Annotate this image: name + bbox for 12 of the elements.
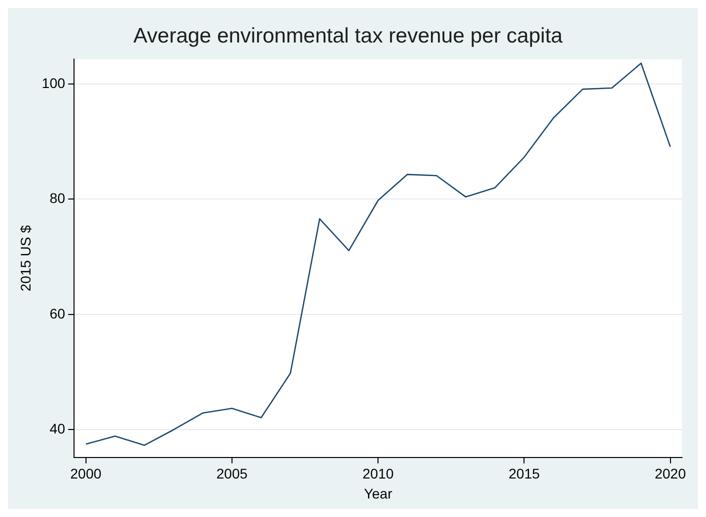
x-tick-label: 2005 <box>216 466 248 482</box>
x-tick-label: 2015 <box>508 466 540 482</box>
x-axis-title: Year <box>364 485 393 502</box>
y-tick-label: 80 <box>50 190 66 206</box>
y-tick-label: 40 <box>50 420 66 437</box>
y-axis-title: 2015 US $ <box>17 225 34 292</box>
x-tick-label: 2000 <box>70 466 102 482</box>
x-tick-label: 2010 <box>362 466 394 482</box>
y-tick-label: 100 <box>42 74 66 91</box>
y-tick-label: 60 <box>50 305 66 322</box>
x-tick-label: 2020 <box>654 466 686 482</box>
chart-title: Average environmental tax revenue per capita <box>133 24 563 48</box>
